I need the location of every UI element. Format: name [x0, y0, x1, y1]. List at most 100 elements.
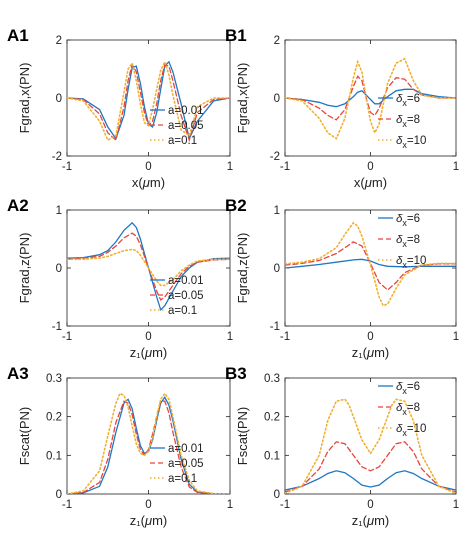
legend-entry: a=0.1 [168, 135, 197, 147]
legend-delta-subscript: x [402, 140, 407, 150]
legend-entry-value: = [407, 402, 414, 414]
x-axis-label-mu: μ [144, 345, 152, 360]
legend-entry-name: 8 [414, 234, 420, 246]
x-axis-label-start: x( [354, 175, 366, 190]
y-tick-label: 0.2 [264, 412, 280, 424]
legend: a=0.01 a=0.05 a=0.1 [150, 443, 204, 485]
panel-label: A1 [7, 26, 29, 45]
series-group [285, 398, 456, 494]
x-tick-label: 1 [227, 161, 233, 173]
panel-label: B2 [225, 196, 247, 215]
x-axis-label-end: m) [374, 345, 389, 360]
x-axis-label-start: z₁( [352, 345, 368, 360]
legend-entry: a=0.01 [168, 443, 204, 455]
series-group [285, 221, 456, 307]
y-tick-label: 0.1 [46, 450, 62, 462]
series-line-1 [285, 470, 456, 491]
y-tick-label: 0 [274, 489, 280, 501]
y-axis-label: Fgrad,x(PN) [17, 63, 32, 134]
x-tick-label: -1 [62, 331, 72, 343]
panel-label: A3 [7, 364, 29, 383]
x-axis-label: z₁(μm) [130, 345, 168, 360]
legend-delta-subscript: x [402, 98, 407, 108]
series-line-3 [67, 59, 230, 142]
legend-delta-symbol: δ [396, 93, 403, 105]
x-tick-label: 1 [453, 161, 459, 173]
x-tick-label: -1 [62, 161, 72, 173]
panel-b3: B3-1 0 100.10.20.3z₁(μm)Fscat(PN)δx=6δx=8δ… [225, 364, 459, 528]
series-line-2 [285, 441, 456, 493]
y-axis-label: Fgrad,x(PN) [235, 63, 250, 134]
y-tick-label: 0 [56, 93, 62, 105]
legend-entry: a=0.01 [168, 105, 204, 117]
x-tick-label: 0 [145, 331, 151, 343]
x-tick-label: -1 [280, 331, 290, 343]
y-tick-label: -2 [270, 151, 280, 163]
x-axis-label-start: z₁( [130, 513, 146, 528]
legend-entry-value: = [407, 234, 414, 246]
legend-entry: δx=8 [396, 402, 420, 417]
x-axis-label-mu: μ [142, 175, 150, 190]
y-tick-label: 1 [274, 205, 280, 217]
series-line-2 [67, 400, 230, 494]
legend-delta-symbol: δ [396, 381, 403, 393]
legend-delta-symbol: δ [396, 135, 403, 147]
y-axis-label: Fscat(PN) [17, 407, 32, 466]
series-line-1 [285, 258, 456, 269]
legend-delta-symbol: δ [396, 234, 403, 246]
x-tick-label: 1 [227, 331, 233, 343]
x-axis-label-end: m) [150, 175, 165, 190]
x-tick-label: -1 [280, 161, 290, 173]
x-axis-label-start: z₁( [130, 345, 146, 360]
legend-delta-symbol: δ [396, 213, 403, 225]
y-tick-label: 2 [56, 35, 62, 47]
legend-entry-name: 6 [414, 93, 420, 105]
legend-entry: δx=6 [396, 93, 420, 108]
x-axis-label-end: m) [374, 513, 389, 528]
y-tick-label: 2 [274, 35, 280, 47]
legend: δx=6δx=8δx=10 [378, 381, 426, 438]
legend-entry-value: = [407, 114, 414, 126]
legend-delta-subscript: x [402, 386, 407, 396]
legend-entry: a=0.01 [168, 275, 204, 287]
legend-entry: a=0.1 [168, 473, 197, 485]
legend-entry: a=0.05 [168, 458, 204, 470]
y-axis-label: Fgrad,z(PN) [235, 233, 250, 304]
x-axis-label-end: m) [152, 513, 167, 528]
series-line-3 [67, 248, 230, 287]
legend-delta-subscript: x [402, 407, 407, 417]
legend: δx=6δx=8δx=10 [378, 93, 426, 150]
y-tick-label: 0.3 [46, 373, 62, 385]
panel-label: B3 [225, 364, 247, 383]
y-tick-label: -2 [52, 151, 62, 163]
legend-entry: δx=10 [396, 423, 426, 438]
series-line-1 [285, 88, 456, 108]
y-tick-label: 0 [274, 263, 280, 275]
x-tick-label: 1 [453, 499, 459, 511]
y-tick-label: 0 [274, 93, 280, 105]
series-line-3 [285, 221, 456, 307]
panel-a1: A1 -1 0 1 -2 0 2 x(μm) Fgrad,x(PN) a=0.01a=0.05a=… [7, 26, 233, 190]
x-axis-label-end: m) [152, 345, 167, 360]
legend-delta-symbol: δ [396, 255, 403, 267]
legend: a=0.01 a=0.05 a=0.1 [150, 105, 204, 147]
x-tick-label: 0 [145, 161, 151, 173]
series-group [67, 59, 230, 143]
x-axis-label-start: z₁( [352, 513, 368, 528]
series-group [67, 392, 230, 494]
y-tick-label: 0.3 [264, 373, 280, 385]
series-line-2 [285, 241, 456, 291]
legend-entry: a=0.1 [168, 305, 197, 317]
series-line-3 [285, 398, 456, 494]
x-axis-label: x(μm) [132, 175, 165, 190]
legend-entry-name: 8 [414, 114, 420, 126]
y-tick-label: -1 [270, 321, 280, 333]
legend-entry-name: 6 [414, 381, 420, 393]
legend-entry-name: 6 [414, 213, 420, 225]
y-axis-label: Fscat(PN) [235, 407, 250, 466]
y-tick-label: 1 [56, 205, 62, 217]
legend-entry-value: = [407, 135, 414, 147]
x-axis-label-mu: μ [366, 345, 374, 360]
